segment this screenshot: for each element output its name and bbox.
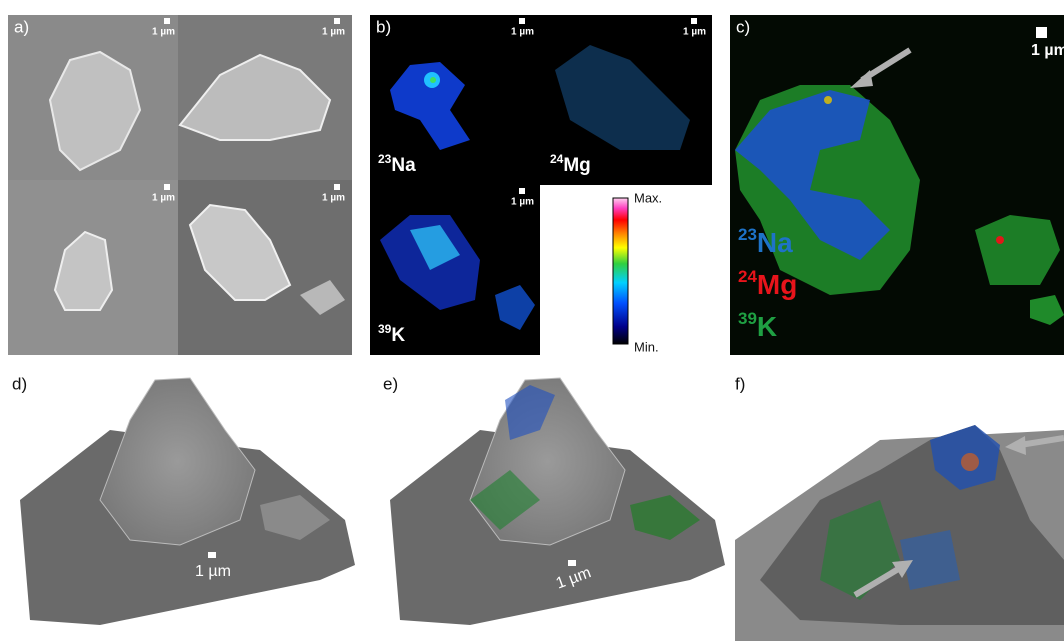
mass-number: 23 <box>378 152 392 166</box>
colorbar-min: Min. <box>634 339 659 354</box>
figure: a) 1 µm 1 µm 1 µm 1 µm b) 1 µm 1 µm 1 µm… <box>0 0 1064 641</box>
mass-number: 24 <box>738 267 757 286</box>
colorbar-max: Max. <box>634 190 662 205</box>
mass-number: 23 <box>738 225 757 244</box>
scale-bar-label: 1 µm <box>322 193 345 204</box>
panel-label: b) <box>376 17 391 36</box>
panel-d: d) 1 µm <box>12 374 355 625</box>
mass-number: 24 <box>550 152 564 166</box>
scale-bar-label: 1 µm <box>152 193 175 204</box>
element: K <box>391 325 405 346</box>
colorbar <box>613 198 628 344</box>
panel-f: f) <box>735 374 1064 641</box>
element: Mg <box>563 155 590 176</box>
mass-number: 39 <box>738 309 757 328</box>
element: Na <box>757 227 793 258</box>
panel-label: f) <box>735 374 745 393</box>
panel-e: e) 1 µm <box>383 374 725 625</box>
scale-bar-label: 1 µm <box>511 27 534 38</box>
element: K <box>757 311 777 342</box>
panel-label: e) <box>383 374 398 393</box>
scale-bar-label: 1 µm <box>195 563 231 580</box>
panel-label: a) <box>14 17 29 36</box>
scale-bar-label: 1 µm <box>322 27 345 38</box>
panel-a: a) 1 µm 1 µm 1 µm 1 µm <box>8 15 352 355</box>
scale-bar-label: 1 µm <box>152 27 175 38</box>
element: Mg <box>757 269 797 300</box>
scale-bar-label: 1 µm <box>1031 42 1064 59</box>
panel-label: d) <box>12 374 27 393</box>
panel-label: c) <box>736 17 750 36</box>
mass-number: 39 <box>378 322 392 336</box>
element: Na <box>391 155 416 176</box>
panel-b: b) 1 µm 1 µm 1 µm 23Na 24Mg 39K Max. Min… <box>370 15 712 355</box>
scale-bar-label: 1 µm <box>511 197 534 208</box>
scale-bar-label: 1 µm <box>683 27 706 38</box>
